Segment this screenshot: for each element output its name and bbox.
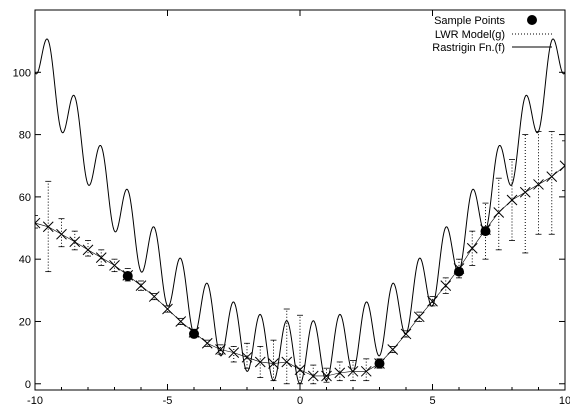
lwr-cross-marker [175, 316, 187, 327]
lwr-cross-marker [254, 356, 266, 368]
y-tick-label: 80 [19, 130, 31, 142]
lwr-cross-marker [69, 236, 81, 248]
plot-frame [34, 9, 566, 391]
lwr-cross-marker [148, 291, 160, 302]
x-tick-label: 5 [429, 395, 435, 407]
legend: Sample Points LWR Model(g) Rastrigin Fn.… [432, 15, 552, 54]
sample-point [374, 358, 385, 369]
y-tick-label: 40 [19, 254, 31, 266]
lwr-cross-marker [321, 370, 332, 382]
lwr-cross-marker [42, 221, 54, 233]
lwr-cross-marker [95, 252, 107, 263]
lwr-cross-marker [201, 337, 213, 349]
lwr-cross-marker [135, 280, 147, 292]
lwr-cross-marker [56, 228, 67, 240]
legend-label-rastrigin: Rastrigin Fn.(f) [432, 42, 505, 54]
y-tick-label: 0 [25, 379, 31, 391]
lwr-cross-marker [35, 217, 41, 224]
lwr-cross-marker [466, 242, 478, 254]
legend-label-sample-points: Sample Points [434, 15, 505, 27]
lwr-cross-marker [35, 222, 41, 229]
plot-area [35, 38, 565, 385]
lwr-cross-marker [440, 280, 452, 292]
lwr-cross-marker [387, 344, 399, 355]
lwr-cross-marker [228, 347, 240, 358]
lwr-cross-marker [215, 344, 226, 355]
lwr-cross-marker [241, 351, 253, 363]
lwr-cross-marker [400, 328, 412, 340]
lwr-cross-marker [347, 365, 359, 377]
lwr-cross-marker [109, 260, 120, 271]
lwr-cross-marker [268, 358, 279, 369]
x-tick-label: -10 [27, 395, 43, 407]
legend-marker-sample-points [527, 15, 537, 25]
x-tick-label: 10 [559, 395, 570, 407]
sample-point [122, 271, 133, 281]
lwr-cross-marker [559, 160, 565, 167]
y-tick-label: 100 [13, 67, 31, 79]
y-tick-label: 60 [19, 192, 31, 204]
lwr-cross-marker [519, 186, 531, 198]
lwr-cross-marker [546, 171, 558, 182]
lwr-cross-marker [559, 165, 565, 172]
lwr-cross-marker [294, 364, 306, 376]
lwr-cross-marker [427, 295, 438, 307]
x-tick-label: 0 [297, 395, 303, 407]
lwr-cross-marker [360, 365, 372, 377]
lwr-cross-marker [281, 356, 293, 368]
data-layer [35, 38, 565, 385]
lwr-cross-marker [506, 194, 518, 206]
x-tick-label: -5 [163, 395, 173, 407]
lwr-cross-marker [334, 367, 346, 379]
lwr-cross-marker [82, 244, 94, 256]
lwr-cross-marker [413, 311, 425, 323]
sample-point [454, 266, 464, 277]
lwr-cross-marker [307, 370, 319, 382]
y-tick-label: 20 [19, 316, 31, 328]
axis-ticks [34, 10, 566, 390]
sample-point [480, 226, 491, 237]
legend-label-lwr-model: LWR Model(g) [435, 29, 505, 41]
lwr-cross-marker [533, 179, 544, 190]
lwr-cross-marker [493, 207, 505, 218]
lwr-cross-marker [162, 303, 173, 315]
sample-point [189, 328, 199, 339]
